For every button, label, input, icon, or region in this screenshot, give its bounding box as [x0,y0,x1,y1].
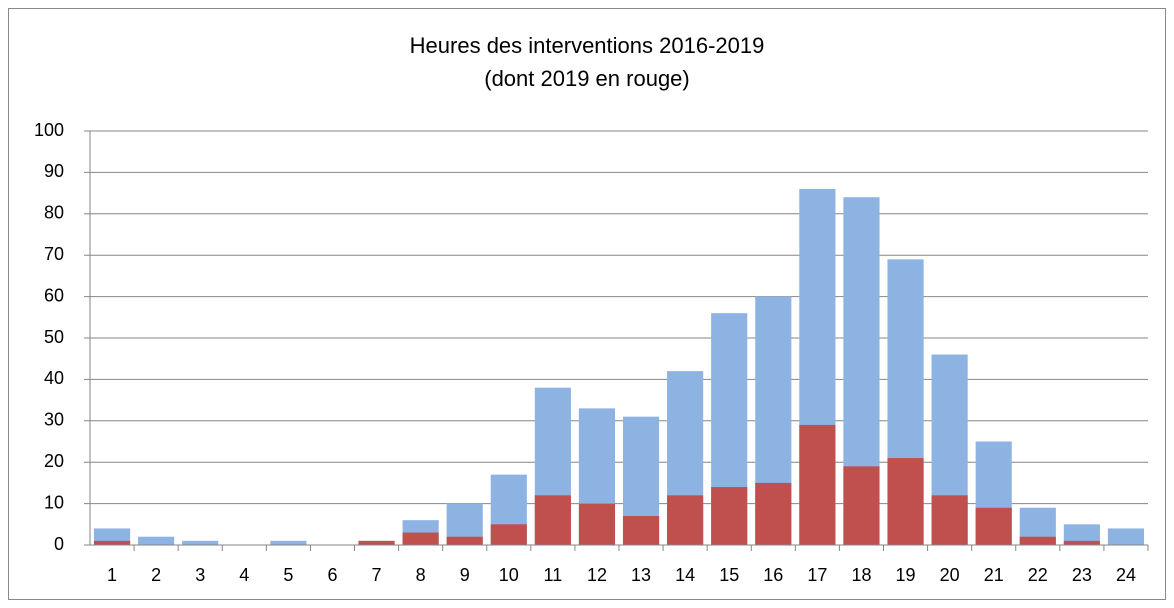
bar [490,524,527,545]
bar [667,495,704,545]
bar [1019,536,1056,545]
y-tick-label: 30 [44,410,64,430]
bar [622,516,660,545]
x-tick-label: 1 [107,565,117,585]
bar [534,495,571,545]
y-tick-label: 80 [44,203,64,223]
y-tick-label: 60 [44,285,64,305]
bar [887,458,924,545]
x-tick-label: 22 [1028,565,1048,585]
bar [182,540,219,545]
bar [799,424,836,545]
chart-title: Heures des interventions 2016-2019 [410,33,765,58]
x-tick-label: 5 [283,565,293,585]
y-tick-label: 40 [44,368,64,388]
x-tick-label: 7 [372,565,382,585]
bar [843,466,880,545]
bar [711,487,748,545]
y-tick-label: 0 [54,534,64,554]
x-tick-label: 24 [1116,565,1136,585]
bar [931,495,968,545]
y-tick-label: 20 [44,451,64,471]
x-tick-label: 21 [984,565,1004,585]
x-tick-label: 13 [631,565,651,585]
y-tick-label: 70 [44,244,64,264]
y-tick-label: 10 [44,492,64,512]
x-tick-label: 16 [763,565,783,585]
bar [358,540,395,545]
x-tick-label: 6 [327,565,337,585]
bar [578,503,616,545]
x-tick-label: 2 [151,565,161,585]
bar [1063,524,1100,545]
x-tick-label: 20 [940,565,960,585]
y-tick-label: 90 [44,161,64,181]
x-tick-label: 10 [499,565,519,585]
bar [975,507,1012,545]
y-tick-label: 50 [44,327,64,347]
chart-subtitle: (dont 2019 en rouge) [484,66,690,91]
x-tick-label: 15 [719,565,739,585]
x-tick-label: 9 [460,565,470,585]
x-tick-label: 17 [807,565,827,585]
y-tick-label: 100 [34,120,64,140]
bar [138,536,175,545]
bar [446,536,483,545]
x-tick-label: 8 [416,565,426,585]
x-tick-label: 12 [587,565,607,585]
x-tick-label: 19 [896,565,916,585]
bar [402,532,439,545]
x-tick-label: 18 [851,565,871,585]
x-tick-label: 3 [195,565,205,585]
bar [270,540,307,545]
x-tick-label: 4 [239,565,249,585]
bar [755,482,792,545]
bar [1063,540,1100,545]
x-tick-label: 11 [544,565,563,585]
x-tick-label: 23 [1072,565,1092,585]
bar [93,540,131,545]
bar [1107,528,1145,545]
x-tick-label: 14 [675,565,695,585]
